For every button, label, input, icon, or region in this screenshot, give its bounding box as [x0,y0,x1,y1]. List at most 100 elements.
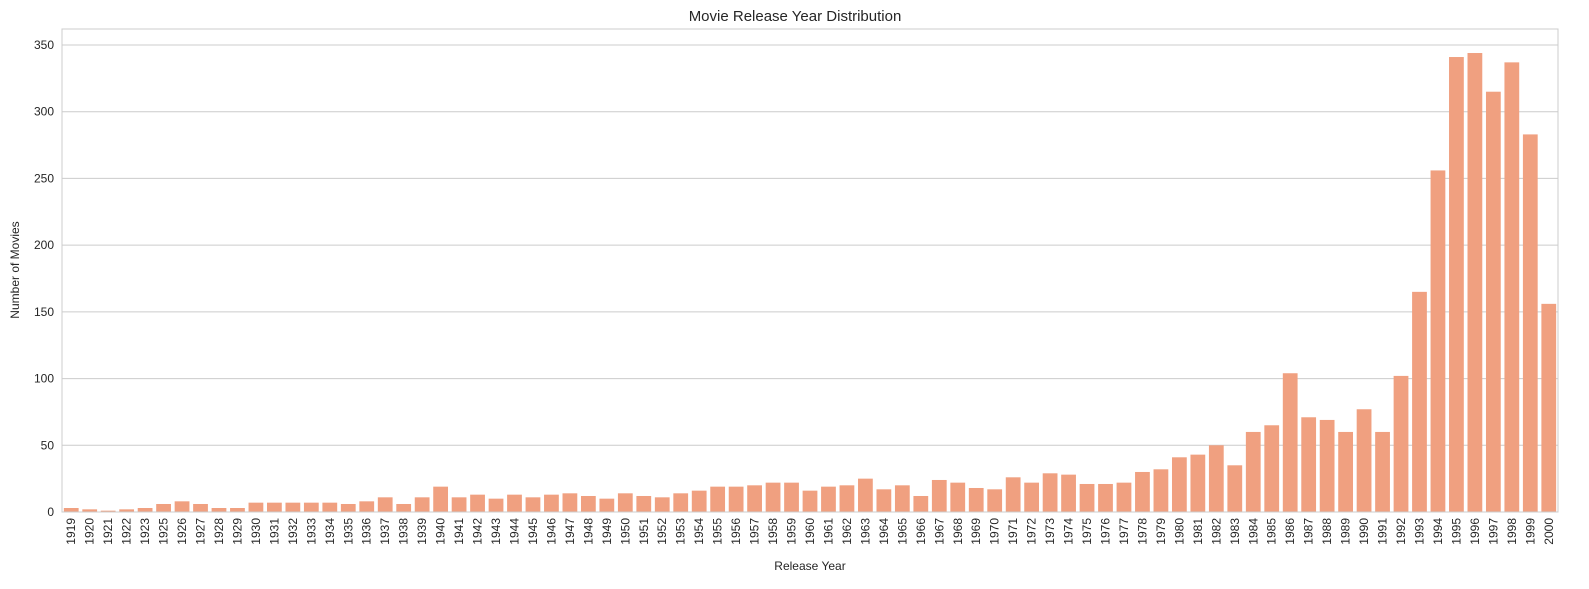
bar [784,482,799,512]
bar [1356,409,1372,512]
bar [414,497,430,512]
bar [63,507,79,512]
x-tick-label: 1944 [507,518,521,545]
x-tick-label: 1964 [877,518,891,545]
bar [1338,431,1353,512]
x-tick-label: 1943 [489,518,503,545]
bar [156,503,171,512]
x-tick-labels: 1919 1920 1921 1922 1923 1925 1926 1927 1928 1929… [64,518,1556,545]
bar [1024,482,1040,512]
bar [267,502,282,512]
x-tick-label: 1976 [1099,518,1113,545]
bar [1282,373,1298,512]
y-tick-label: 250 [34,171,54,185]
bar [950,482,966,512]
bar [285,502,301,512]
x-tick-label: 1995 [1449,518,1463,545]
x-tick-label: 1991 [1376,518,1390,545]
bar [1005,477,1021,512]
x-tick-label: 1981 [1191,518,1205,545]
bar [1190,454,1206,512]
chart-title: Movie Release Year Distribution [689,8,902,25]
bar [1319,419,1335,512]
bar [710,486,726,512]
x-tick-label: 1937 [378,518,392,545]
x-tick-label: 1948 [581,518,595,545]
x-tick-label: 1968 [951,518,965,545]
x-tick-label: 1962 [840,518,854,545]
x-tick-label: 1956 [729,518,743,545]
x-tick-label: 1957 [748,518,762,545]
x-tick-label: 1951 [637,518,651,545]
bar [544,494,559,512]
x-tick-label: 1967 [932,518,946,545]
x-tick-label: 1993 [1412,518,1426,545]
x-tick-label: 1954 [692,518,706,545]
x-tick-label: 1996 [1468,518,1482,545]
x-tick-label: 1947 [563,518,577,545]
bar [119,509,135,512]
bar [1171,457,1187,512]
bar [599,498,615,512]
bar [488,498,504,512]
bar [894,485,910,512]
y-tick-label: 150 [34,305,54,319]
x-tick-label: 1955 [711,518,725,545]
bar [433,486,449,512]
x-tick-label: 1921 [101,518,115,545]
bar [765,482,781,512]
x-tick-label: 1932 [286,518,300,545]
x-tick-label: 1985 [1265,518,1279,545]
bar [1245,431,1261,512]
x-tick-label: 1970 [988,518,1002,545]
bar [839,485,855,512]
x-tick-label: 1936 [360,518,374,545]
x-tick-label: 1988 [1320,518,1334,545]
bar [1264,425,1280,512]
x-tick-label: 1989 [1339,518,1353,545]
x-tick-label: 1952 [655,518,669,545]
x-tick-label: 1978 [1135,518,1149,545]
x-tick-label: 1958 [766,518,780,545]
bar [562,493,578,512]
x-tick-label: 1938 [397,518,411,545]
bar [802,490,818,512]
bar [654,497,670,512]
x-tick-label: 1975 [1080,518,1094,545]
bar [340,503,356,512]
bar [322,502,338,512]
bar [1042,473,1058,512]
bar [1430,170,1446,512]
bar [747,485,762,512]
bar [507,494,522,512]
x-tick-label: 1925 [157,518,171,545]
bar [377,497,393,512]
bar [1522,134,1538,513]
bar [359,501,375,512]
bar [1412,291,1427,512]
bar [1301,417,1317,512]
bar [1467,53,1483,513]
bar [303,502,319,512]
x-tick-label: 1950 [618,518,632,545]
x-tick-label: 1949 [600,518,614,545]
bar [1375,431,1390,512]
x-tick-label: 1999 [1523,518,1537,545]
x-tick-label: 1959 [785,518,799,545]
x-tick-label: 1929 [230,518,244,545]
bar [931,479,947,512]
x-tick-label: 1931 [267,518,281,545]
x-tick-label: 1998 [1505,518,1519,545]
x-tick-label: 1934 [323,518,337,545]
x-tick-label: 1946 [544,518,558,545]
x-tick-label: 1940 [434,518,448,545]
bar [1135,471,1150,512]
bar [100,510,116,512]
x-tick-label: 1969 [969,518,983,545]
x-tick-label: 1923 [138,518,152,545]
x-tick-label: 1982 [1209,518,1223,545]
x-tick-label: 1974 [1062,518,1076,545]
bar [913,495,929,512]
x-tick-label: 1997 [1486,518,1500,545]
bar [396,503,412,512]
